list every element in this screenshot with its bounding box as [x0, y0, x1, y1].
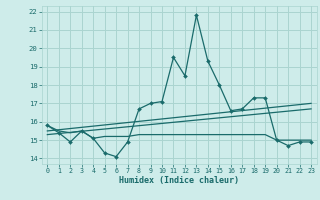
X-axis label: Humidex (Indice chaleur): Humidex (Indice chaleur): [119, 176, 239, 185]
